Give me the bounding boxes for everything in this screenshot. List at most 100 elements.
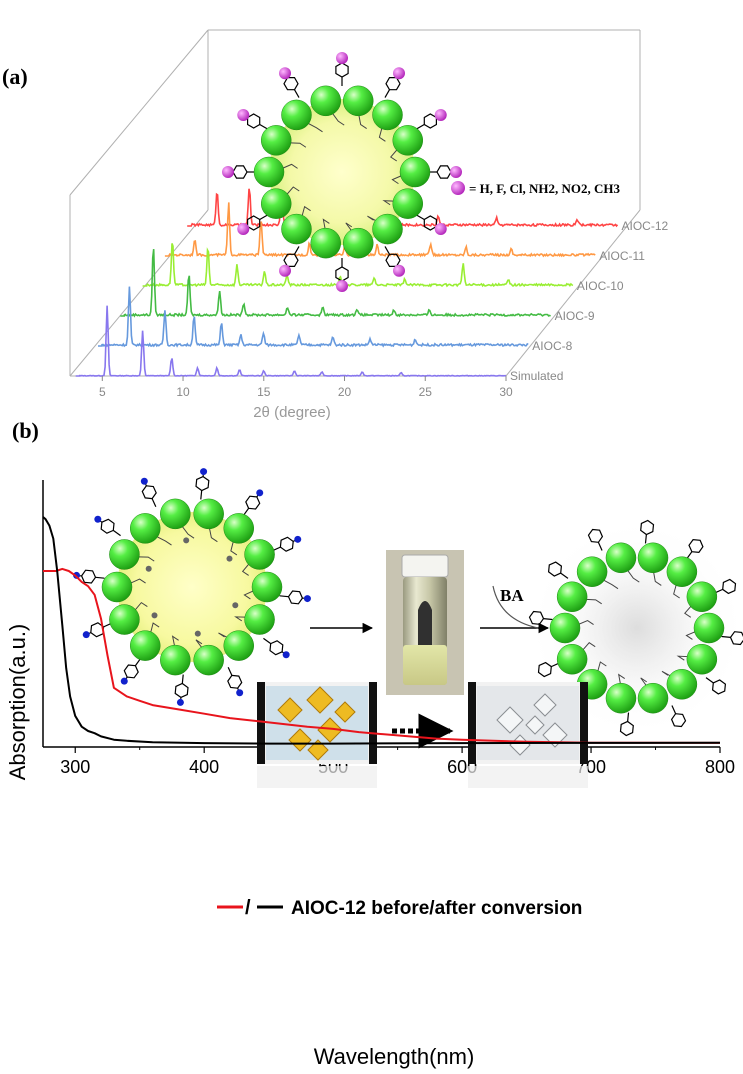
cluster-structure-a [222,52,462,292]
cluster-sphere [667,669,697,699]
substituent-atom [83,631,90,638]
photo-reflection [257,766,377,788]
x-tick-label: 20 [338,385,352,399]
series-label: AIOC-8 [532,339,572,353]
xrd-waterfall-chart: 5 10 15 20 25 30 AIOC-12AIOC-11AIOC-10AIOC-9A… [0,0,743,440]
cluster-sphere [393,189,423,219]
series-label: AIOC-11 [599,249,645,263]
substituent-atom [222,166,234,178]
x-tick-label: 25 [419,385,433,399]
uv-vis-x-title: Wavelength(nm) [314,1044,475,1069]
cluster-sphere [252,572,282,602]
cluster-sphere [261,125,291,155]
ligand-bond [416,125,424,130]
inner-atom [146,566,152,572]
substituent-atom [336,52,348,64]
cluster-sphere [311,86,341,116]
cluster-sphere [130,513,160,543]
phenyl-ring [386,254,400,266]
phenyl-ring [82,570,96,583]
crystal-photo-after [468,682,588,788]
ligand-bond [95,577,104,578]
cluster-sphere [109,539,139,569]
substituent-atom [450,166,462,178]
series-label: AIOC-9 [555,309,595,323]
legend-separator: / [245,897,251,919]
substituent-atom [283,651,290,658]
phenyl-ring [248,114,260,128]
cluster-sphere [606,543,636,573]
x-tick-label: 15 [257,385,271,399]
cluster-sphere [577,557,607,587]
cluster-sphere [393,125,423,155]
ligand-bond [295,246,300,254]
phenyl-ring [142,486,156,499]
film-edge [369,682,377,764]
substituent-atom [435,109,447,121]
x-tick-label: 800 [705,757,735,777]
substituent-atom [435,223,447,235]
cluster-sphere [261,189,291,219]
series-label: AIOC-10 [577,279,624,293]
film-edge [468,682,476,764]
phenyl-ring [196,477,209,491]
phenyl-ring [233,166,247,178]
phenyl-ring [175,684,188,698]
phenyl-ring [280,537,293,551]
waterfall-series-labels: AIOC-12AIOC-11AIOC-10AIOC-9AIOC-8Simulat… [510,219,669,383]
figure: (a) (b) 5 10 15 20 25 30 AIOC-12 AIOC-11 AIOC-1… [0,0,743,1074]
cluster-sphere [550,613,580,643]
cluster-sphere [343,86,373,116]
ligand-bond [295,90,300,98]
cluster-sphere [667,557,697,587]
substituent-atom [304,595,311,602]
phenyl-ring [284,254,298,266]
cluster-sphere [638,683,668,713]
phenyl-ring [289,591,303,604]
ligand-bond [152,499,156,507]
substituent-atom [200,468,207,475]
cluster-sphere [224,631,254,661]
cluster-sphere [373,100,403,130]
film-edge [580,682,588,764]
substituent-atom [236,689,243,696]
cluster-sphere [281,100,311,130]
phenyl-ring [386,78,400,90]
phenyl-ring [336,63,348,77]
uv-vis-legend-label: AIOC-12 before/after conversion [291,898,582,919]
cluster-sphere [687,582,717,612]
cluster-sphere [102,572,132,602]
phenyl-ring [424,216,436,230]
substituent-atom [237,109,249,121]
series-label: AIOC-12 [622,219,669,233]
phenyl-ring [270,641,283,655]
phenyl-ring [124,665,138,678]
substituent-atom [393,67,405,79]
cluster-sphere [557,644,587,674]
substituent-atom [393,265,405,277]
vial-cap [402,555,448,577]
substituent-legend: = H, F, Cl, NH2, NO2, CH3 [469,181,621,196]
frame-edge [70,30,208,195]
phenyl-ring [437,166,451,178]
substituent-atom [294,536,301,543]
phenyl-ring [101,519,114,533]
cluster-sphere [194,645,224,675]
vial-liquid [403,645,447,685]
ligand-bond [385,90,390,98]
cluster-sphere [130,631,160,661]
uv-vis-chart: 300400500600700800 BA / AIOC-12 before/a… [0,440,743,1074]
ligand-bond [260,215,268,220]
substituent-atom [336,280,348,292]
ligand-bond [260,125,268,130]
cluster-sphere [687,644,717,674]
cluster-sphere [254,157,284,187]
waterfall-x-title: 2θ (degree) [253,404,331,421]
ligand-bond [113,530,120,535]
x-tick-label: 10 [176,385,190,399]
ba-label: BA [500,586,524,605]
cluster-sphere [224,513,254,543]
inner-atom [226,556,232,562]
substituent-atom [256,489,263,496]
ligand-bond [228,667,232,675]
